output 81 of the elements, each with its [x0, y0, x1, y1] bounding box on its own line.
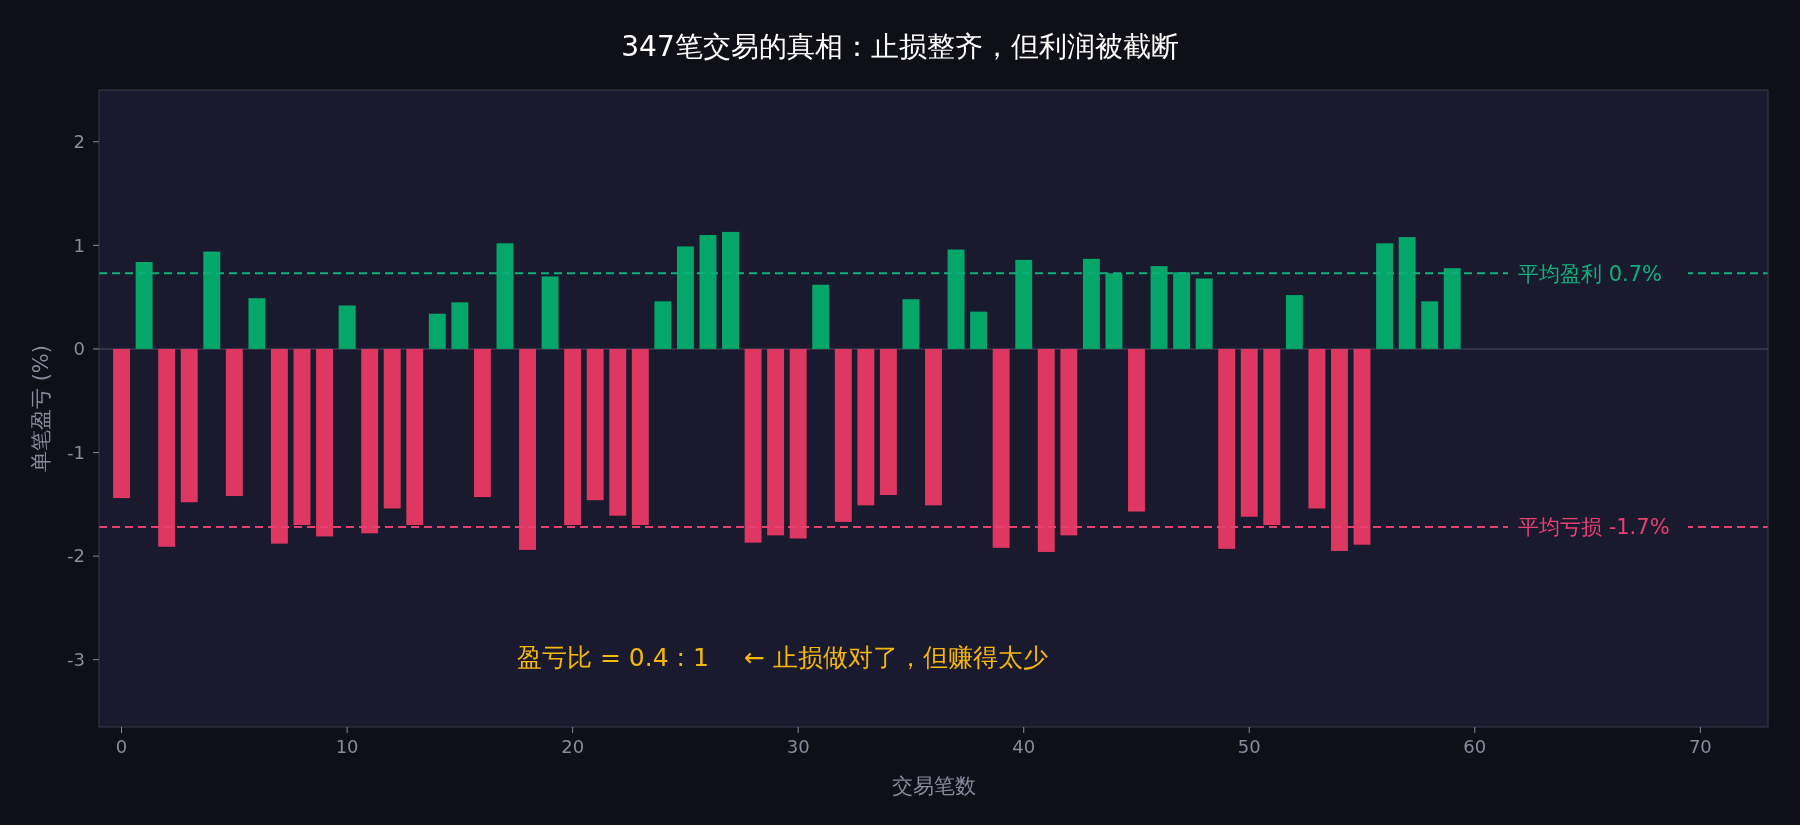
bar — [1443, 268, 1461, 349]
bar — [947, 249, 965, 349]
bar — [879, 348, 897, 495]
bar — [970, 311, 988, 349]
x-tick-label: 10 — [335, 736, 359, 757]
bar — [744, 348, 762, 543]
y-tick-label: -3 — [67, 648, 85, 670]
bar — [722, 231, 739, 349]
y-tick-label: -2 — [67, 545, 85, 567]
y-tick-label: 0 — [73, 338, 85, 360]
y-tick-label: 2 — [73, 131, 85, 153]
bar — [767, 348, 785, 536]
bar — [316, 348, 333, 537]
bar — [857, 348, 875, 506]
annotation: 盈亏比 = 0.4 : 1 — [517, 643, 709, 672]
bar — [1240, 348, 1258, 517]
bar — [428, 313, 446, 349]
bar — [180, 348, 198, 503]
bar — [135, 261, 153, 349]
bar — [361, 348, 379, 534]
bar — [1195, 278, 1213, 349]
bar — [1376, 243, 1394, 349]
y-tick-label: 1 — [73, 234, 85, 256]
bar — [789, 348, 807, 539]
bar — [473, 348, 491, 498]
bar — [383, 348, 401, 509]
bar — [586, 348, 604, 501]
bar — [203, 251, 221, 349]
chart-title: 347笔交易的真相：止损整齐，但利润被截断 — [621, 30, 1179, 63]
bar — [1353, 348, 1371, 545]
bar — [496, 243, 514, 349]
bar — [1218, 348, 1236, 549]
bar — [1331, 348, 1348, 551]
bar — [1150, 266, 1168, 349]
bar — [1285, 295, 1303, 349]
bar — [519, 348, 536, 550]
bar — [248, 298, 266, 349]
bar — [902, 299, 920, 349]
bar — [812, 284, 830, 349]
x-tick-label: 40 — [1012, 736, 1036, 757]
y-tick-label: -1 — [67, 441, 85, 463]
bar — [925, 348, 942, 506]
bar — [1263, 348, 1281, 526]
bar — [1173, 272, 1191, 349]
bar — [609, 348, 627, 516]
bar — [1421, 301, 1439, 349]
x-tick-label: 50 — [1237, 736, 1261, 757]
bar — [113, 348, 131, 499]
bar — [338, 305, 356, 349]
bar — [676, 246, 694, 349]
x-tick-label: 70 — [1688, 736, 1712, 757]
annotation: ← 止损做对了，但赚得太少 — [744, 643, 1048, 672]
bar — [1308, 348, 1326, 509]
ref-line-label: 平均亏损 -1.7% — [1518, 515, 1670, 540]
x-tick-label: 0 — [115, 736, 128, 757]
bar — [992, 348, 1010, 548]
bar — [699, 235, 717, 349]
bar — [270, 348, 288, 544]
bar — [1105, 273, 1123, 349]
bar — [1398, 237, 1416, 349]
bar — [225, 348, 243, 497]
bar — [451, 302, 469, 349]
bar — [1015, 259, 1033, 349]
bar — [293, 348, 311, 526]
bar — [1082, 258, 1100, 349]
bar — [1037, 348, 1055, 552]
bar — [1128, 348, 1145, 512]
bar — [834, 348, 852, 522]
x-tick-label: 60 — [1463, 736, 1487, 757]
x-tick-label: 30 — [786, 736, 810, 757]
bar — [158, 348, 176, 547]
bar — [541, 276, 559, 349]
x-axis-title: 交易笔数 — [891, 774, 976, 798]
bar — [406, 348, 424, 526]
x-tick-label: 20 — [561, 736, 585, 757]
y-axis-title: 单笔盈亏 (%) — [29, 344, 53, 473]
bar — [564, 348, 582, 526]
bar — [631, 348, 649, 526]
bar — [1060, 348, 1078, 536]
ref-line-label: 平均盈利 0.7% — [1518, 261, 1663, 286]
bar — [654, 301, 672, 349]
